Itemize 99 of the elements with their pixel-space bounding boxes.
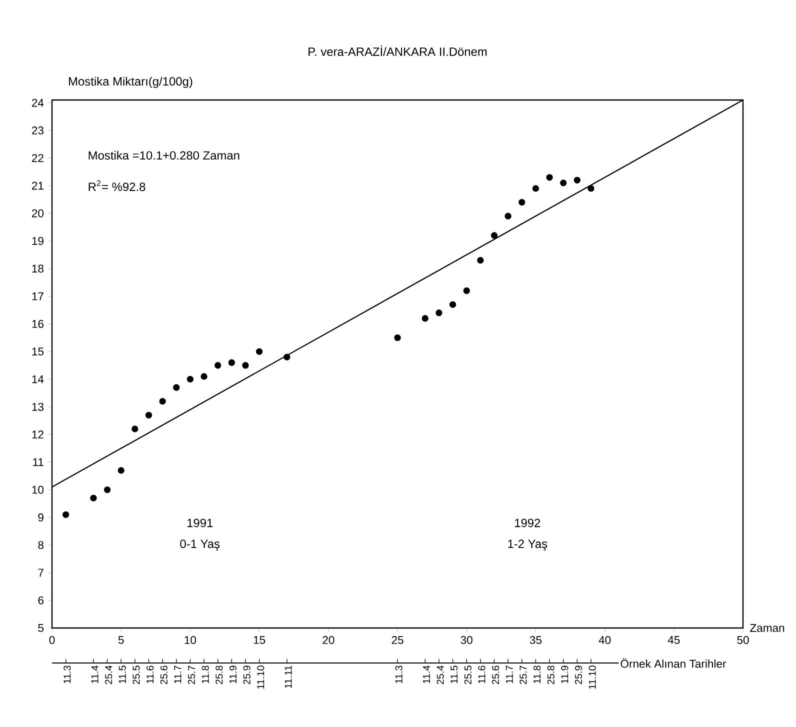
x-axis-title: Zaman [750,624,784,632]
x-tick-label: 5 [118,636,124,644]
point [477,257,484,264]
annotation: 25.9 [243,666,250,684]
annotation: 25.4 [436,666,444,684]
annotation: 0-1 Yaş [180,540,220,551]
annotation: 11.5 [450,666,458,684]
y-tick-label: 20 [32,209,44,218]
point [574,176,580,184]
x-tick-label: 10 [184,636,196,644]
annotation: 11.9 [229,666,237,684]
annotation: 11.3 [395,666,402,684]
annotation: 25.8 [216,666,223,684]
annotation: 25.9 [574,666,582,684]
x-tick-label: 20 [322,636,334,644]
y-tick-label: 8 [38,541,44,550]
point [256,348,263,355]
y-tick-label: 6 [38,596,44,604]
annotation: 11.4 [423,666,430,684]
annotation: 11.10 [257,666,264,689]
annotation: 25.6 [492,666,500,684]
y-axis-title: Mostika Miktarı(g/100g) [69,76,192,88]
annotation: 11.11 [284,666,292,688]
annotation: 25.5 [132,666,140,684]
point [436,310,442,316]
y-tick-label: 18 [32,264,44,273]
y-tick-label: 12 [32,430,44,438]
point [104,486,111,494]
annotation: 1-2 Yaş [508,540,548,551]
annotation: 1991 [187,518,213,528]
y-tick-label: 13 [32,402,44,411]
point [90,494,97,502]
y-tick-label: 23 [32,126,44,134]
y-tick-label: 11 [33,458,44,466]
annotation: 11.7 [506,666,513,684]
point [62,511,70,518]
y-tick-label: 10 [32,486,44,494]
point [159,398,166,405]
annotation: R$^{2}$= %92.8 [88,180,146,192]
point [560,180,567,186]
annotation: 11.4 [91,666,98,684]
point [132,426,138,432]
point [394,334,401,342]
point [284,354,290,360]
annotation: 11.3 [64,666,71,684]
point [145,412,152,418]
point [588,185,594,192]
x-tick-label: 50 [737,636,749,644]
annotation: 11.6 [478,666,486,684]
chart-title: P. vera-ARAZİ/ANKARA II.Dönem [308,45,487,56]
y-tick-label: 7 [38,568,44,577]
point [173,384,180,391]
x-tick-label: 30 [460,636,472,644]
annotation: 11.8 [202,666,209,684]
y-tick-label: 9 [38,513,44,522]
point [532,185,540,192]
y-tick-label: 15 [32,348,44,356]
y-tick-label: 14 [32,375,44,384]
y-tick-label: 24 [32,98,44,107]
y-tick-label: 21 [32,182,44,190]
y-tick-label: 22 [32,154,44,162]
x-tick-label: 25 [392,636,404,644]
y-tick-label: 5 [38,624,44,632]
point [449,301,456,308]
x-tick-label: 40 [598,636,611,644]
point [118,467,124,474]
annotation: 25.8 [547,666,554,684]
annotation: 25.6 [160,666,168,684]
point [490,232,498,239]
x-tick-label: 0 [49,636,55,644]
y-tick-label: 17 [32,292,44,300]
annotation: 11.7 [174,666,182,684]
x-tick-label: 15 [254,636,266,644]
point [228,359,235,366]
annotation: 11.10 [588,666,596,689]
annotation: 25.7 [188,666,196,684]
x-tick-label: 35 [530,636,542,644]
point [186,376,194,383]
annotation: 25.4 [105,666,112,684]
point [546,174,553,181]
annotation: 11.9 [561,666,568,684]
x-tick-label: 45 [668,636,680,644]
y-tick-label: 16 [32,320,44,328]
point [242,362,249,369]
annotation: 11.8 [534,666,541,684]
annotation: 25.7 [520,666,527,684]
text: Örnek Alınan Tarihler [620,658,726,668]
annotation: 1992 [515,518,540,528]
point [200,373,208,380]
y-tick-label: 19 [32,236,44,245]
annotation: 11.6 [146,666,154,684]
annotation: 25.5 [464,666,472,684]
point [518,198,526,206]
annotation: Mostika =10.1+0.280 Zaman [88,150,240,160]
annotation: 11.5 [118,666,126,684]
point [422,315,428,322]
point [463,287,470,294]
point [214,362,222,369]
point [504,212,512,220]
